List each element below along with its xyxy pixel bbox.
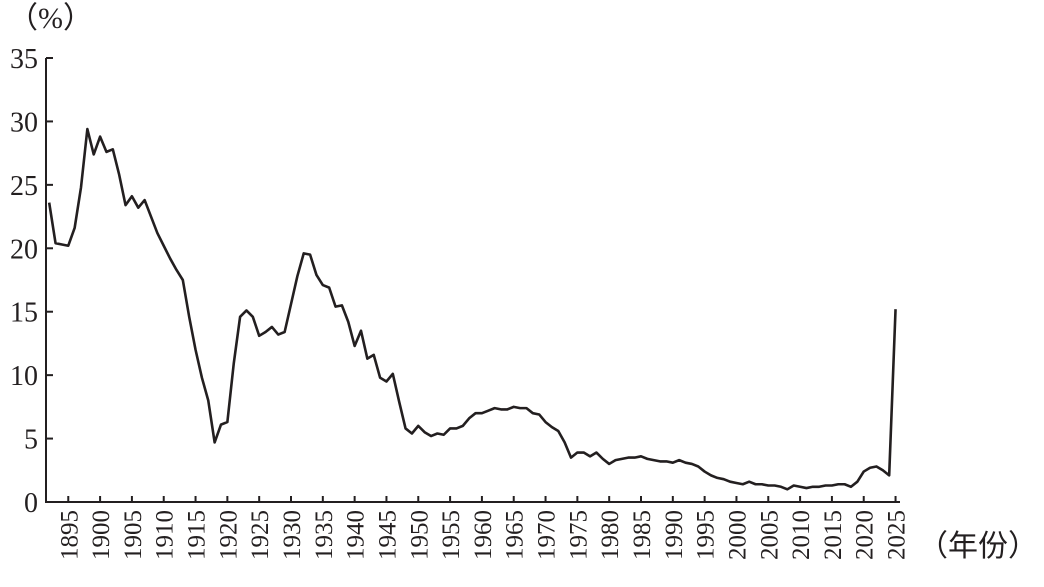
y-tick-label: 35 [10,44,38,75]
x-tick-label: 1965 [502,510,529,560]
x-tick-label: 1995 [693,510,720,560]
data-line [47,127,897,491]
x-tick-label: 1900 [88,510,115,560]
y-tick-label: 10 [10,361,38,392]
x-tick-label: 1930 [279,510,306,560]
x-tick-label: 2000 [724,510,751,560]
y-tick-label: 30 [10,107,38,138]
x-tick-label: 1960 [470,510,497,560]
x-tick-label: 2010 [788,510,815,560]
x-tick-label: 1955 [438,510,465,560]
x-tick-label: 1970 [534,510,561,560]
x-tick-label: 2005 [756,510,783,560]
y-axis-label: （%） [8,2,93,35]
x-tick-label: 1905 [120,510,147,560]
x-tick-label: 2025 [884,510,911,560]
x-tick-label: 1990 [661,510,688,560]
y-tick-label: 20 [10,234,38,265]
x-tick-label: 2015 [820,510,847,560]
x-tick-label: 1925 [247,510,274,560]
x-tick-label: 1915 [184,510,211,560]
x-tick-label: 1975 [565,510,592,560]
x-tick-label: 1920 [215,510,242,560]
x-tick-label: 1980 [597,510,624,560]
x-tick-label: 1935 [311,510,338,560]
y-tick-label: 0 [24,488,38,519]
x-tick-label: 2020 [852,510,879,560]
x-tick-label: 1910 [152,510,179,560]
y-tick-label: 15 [10,298,38,329]
y-tick-label: 25 [10,171,38,202]
x-tick-label: 1945 [374,510,401,560]
x-axis-label: （年份） [918,530,1038,563]
x-tick-label: 1940 [343,510,370,560]
x-tick-label: 1985 [629,510,656,560]
x-tick-label: 1950 [406,510,433,560]
y-tick-label: 5 [24,425,38,456]
x-tick-label: 1895 [56,510,83,560]
